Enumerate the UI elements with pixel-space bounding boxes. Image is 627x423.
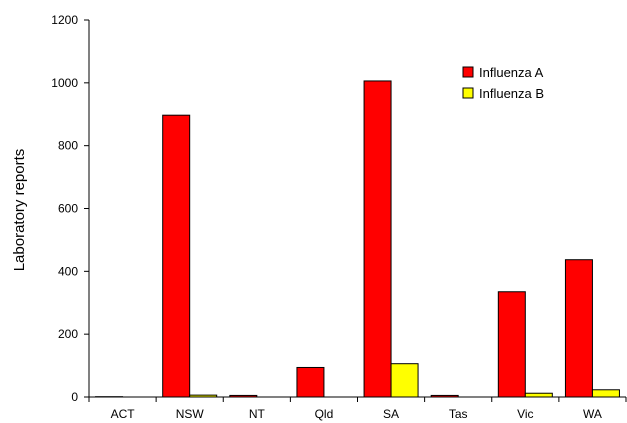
bar-influenza-a <box>162 114 191 398</box>
bar-influenza-a <box>296 366 325 398</box>
y-axis-title: Laboratory reports <box>11 149 28 272</box>
y-tick-label: 1200 <box>51 13 78 27</box>
x-tick-label: ACT <box>111 407 136 421</box>
legend-swatch <box>462 66 474 78</box>
bar-influenza-b <box>189 394 218 398</box>
bar-influenza-b <box>591 389 620 398</box>
y-tick-label: 1000 <box>51 76 78 90</box>
bar-influenza-a <box>430 394 459 398</box>
x-tick-label: SA <box>383 407 399 421</box>
x-tick-label: Vic <box>517 407 533 421</box>
x-tick-label: Tas <box>449 407 468 421</box>
bar-influenza-b <box>390 363 419 398</box>
y-tick-label: 800 <box>58 139 78 153</box>
y-tick-label: 200 <box>58 327 78 341</box>
bar-influenza-a <box>564 259 593 398</box>
y-tick-label: 0 <box>71 390 78 404</box>
legend-label: Influenza A <box>479 65 544 80</box>
legend: Influenza A Influenza B <box>462 65 544 101</box>
y-tick-label: 600 <box>58 202 78 216</box>
y-axis-title-group: Laboratory reports <box>11 149 28 272</box>
plot-area: 0 200 400 600 800 1000 1200 ACT NSW NT Qld SA Tas Vic… <box>51 13 627 421</box>
legend-label: Influenza B <box>479 86 544 101</box>
bar-influenza-b <box>524 392 553 398</box>
x-tick-label: NT <box>249 407 266 421</box>
bar-influenza-a <box>363 80 392 398</box>
bar-influenza-a <box>497 291 526 398</box>
bar-influenza-a <box>229 394 258 398</box>
legend-swatch <box>462 87 474 99</box>
y-tick-label: 400 <box>58 264 78 278</box>
x-tick-label: Qld <box>315 407 334 421</box>
x-tick-label: NSW <box>176 407 205 421</box>
x-tick-label: WA <box>583 407 602 421</box>
